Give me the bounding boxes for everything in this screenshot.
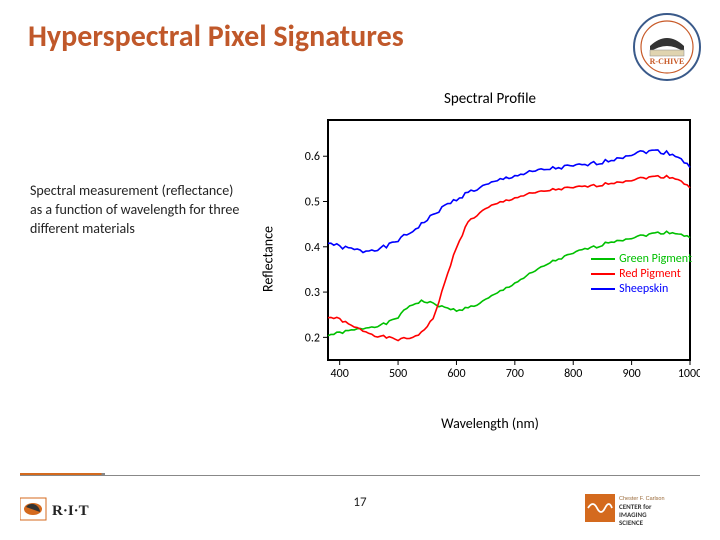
svg-text:SCIENCE: SCIENCE — [619, 518, 644, 526]
svg-text:800: 800 — [564, 367, 582, 381]
description-text: Spectral measurement (reflectance) as a … — [30, 182, 245, 239]
svg-text:R-CHIVE: R-CHIVE — [650, 57, 685, 66]
spectral-chart: Spectral Profile Reflectance 40050060070… — [280, 90, 700, 410]
chart-legend: Green Pigment Red Pigment Sheepskin — [591, 252, 692, 297]
svg-text:400: 400 — [331, 367, 349, 381]
chart-xlabel: Wavelength (nm) — [441, 415, 539, 432]
footer-divider — [20, 473, 700, 476]
legend-item: Red Pigment — [591, 267, 692, 281]
page-number: 17 — [353, 495, 366, 510]
svg-text:900: 900 — [622, 367, 640, 381]
chart-ylabel: Reflectance — [260, 226, 277, 292]
cis-logo: Chester F. Carlson CENTER for IMAGING SC… — [585, 490, 700, 526]
legend-item: Sheepskin — [591, 282, 692, 296]
svg-text:700: 700 — [506, 367, 524, 381]
svg-text:0.3: 0.3 — [305, 286, 320, 300]
svg-text:0.6: 0.6 — [305, 150, 320, 164]
svg-text:0.4: 0.4 — [305, 241, 320, 255]
svg-text:0.5: 0.5 — [305, 196, 320, 210]
svg-text:0.2: 0.2 — [305, 331, 320, 345]
svg-text:R·I·T: R·I·T — [52, 503, 89, 519]
legend-item: Green Pigment — [591, 252, 692, 266]
svg-text:1000: 1000 — [678, 367, 700, 381]
svg-text:600: 600 — [447, 367, 465, 381]
rchive-logo: R-CHIVE — [632, 12, 702, 82]
rit-logo: R·I·T — [20, 494, 104, 524]
chart-title: Spectral Profile — [280, 90, 700, 108]
chart-canvas: 400 500 600 700 800 900 1000 0.2 0.3 0.4 0.5 0.6 — [280, 114, 700, 384]
slide-title: Hyperspectral Pixel Signatures — [28, 18, 404, 55]
svg-text:500: 500 — [389, 367, 407, 381]
